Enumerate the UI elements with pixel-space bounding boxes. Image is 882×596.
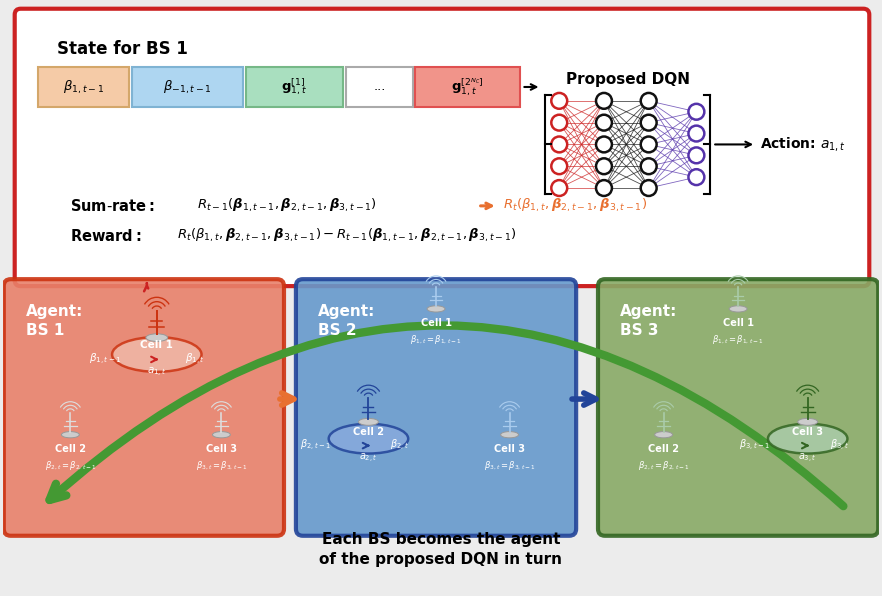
Text: Agent:
BS 3: Agent: BS 3 <box>620 304 677 337</box>
Ellipse shape <box>146 334 168 342</box>
Text: Cell 1: Cell 1 <box>140 340 173 350</box>
Circle shape <box>596 93 612 109</box>
Text: Action: $a_{1,t}$: Action: $a_{1,t}$ <box>760 135 846 153</box>
Text: $\mathbf{Sum\text{-}rate:}$: $\mathbf{Sum\text{-}rate:}$ <box>71 198 155 214</box>
FancyBboxPatch shape <box>132 67 243 107</box>
Ellipse shape <box>729 306 747 312</box>
Circle shape <box>596 159 612 174</box>
Circle shape <box>551 180 567 196</box>
Ellipse shape <box>329 424 408 454</box>
Circle shape <box>689 169 705 185</box>
Ellipse shape <box>797 418 818 426</box>
FancyBboxPatch shape <box>15 9 870 286</box>
Text: $R_{t-1}(\boldsymbol{\beta}_{1,t-1}, \boldsymbol{\beta}_{2,t-1}, \boldsymbol{\be: $R_{t-1}(\boldsymbol{\beta}_{1,t-1}, \bo… <box>197 197 377 215</box>
Text: Agent:
BS 2: Agent: BS 2 <box>318 304 375 337</box>
Circle shape <box>551 136 567 153</box>
Circle shape <box>689 147 705 163</box>
Circle shape <box>640 136 656 153</box>
Text: State for BS 1: State for BS 1 <box>57 41 188 58</box>
Text: $\beta_{1,t-1}$: $\beta_{1,t-1}$ <box>89 352 122 367</box>
Text: Proposed DQN: Proposed DQN <box>566 72 690 87</box>
FancyBboxPatch shape <box>346 67 413 107</box>
Circle shape <box>640 114 656 131</box>
Text: Cell 1: Cell 1 <box>722 318 753 328</box>
Text: $a_{1,t}$: $a_{1,t}$ <box>147 366 167 379</box>
Text: Each BS becomes the agent
of the proposed DQN in turn: Each BS becomes the agent of the propose… <box>319 532 563 567</box>
Text: $\beta_{3,t}$: $\beta_{3,t}$ <box>830 438 848 453</box>
Text: $\beta_{1,t}=\beta_{1,t-1}$: $\beta_{1,t}=\beta_{1,t-1}$ <box>410 333 462 346</box>
Ellipse shape <box>358 418 378 426</box>
FancyBboxPatch shape <box>296 279 576 536</box>
Circle shape <box>640 159 656 174</box>
Text: $\beta_{3,t}=\beta_{3,t-1}$: $\beta_{3,t}=\beta_{3,t-1}$ <box>196 459 247 472</box>
Text: $\beta_{2,t-1}$: $\beta_{2,t-1}$ <box>300 438 331 453</box>
Text: $\mathbf{g}_{1,t}^{[1]}$: $\mathbf{g}_{1,t}^{[1]}$ <box>281 76 308 98</box>
Ellipse shape <box>112 337 201 372</box>
Ellipse shape <box>62 432 79 438</box>
FancyBboxPatch shape <box>598 279 878 536</box>
FancyBboxPatch shape <box>415 67 519 107</box>
Text: $\beta_{1,t-1}$: $\beta_{1,t-1}$ <box>63 79 104 95</box>
Text: $\mathbf{Reward:}$: $\mathbf{Reward:}$ <box>71 228 142 244</box>
Circle shape <box>640 93 656 109</box>
Ellipse shape <box>654 432 673 438</box>
Text: $\beta_{2,t}=\beta_{2,t-1}$: $\beta_{2,t}=\beta_{2,t-1}$ <box>44 459 96 472</box>
Text: $\beta_{-1,t-1}$: $\beta_{-1,t-1}$ <box>163 79 212 95</box>
Text: $R_t(\boldsymbol{\beta_{1,t}}, \boldsymbol{\beta}_{2,t-1}, \boldsymbol{\beta}_{3: $R_t(\boldsymbol{\beta_{1,t}}, \boldsymb… <box>176 227 516 244</box>
Circle shape <box>596 180 612 196</box>
Text: $\beta_{3,t}=\beta_{3,t-1}$: $\beta_{3,t}=\beta_{3,t-1}$ <box>483 459 535 472</box>
Text: ...: ... <box>373 80 385 94</box>
Text: Cell 3: Cell 3 <box>792 427 823 437</box>
Ellipse shape <box>427 306 445 312</box>
FancyBboxPatch shape <box>38 67 129 107</box>
Ellipse shape <box>501 432 519 438</box>
Text: $\beta_{2,t}$: $\beta_{2,t}$ <box>391 438 409 453</box>
FancyArrowPatch shape <box>49 325 843 506</box>
Text: $R_t(\boldsymbol{\beta_{1,t}}, \boldsymbol{\beta}_{2,t-1}, \boldsymbol{\beta}_{3: $R_t(\boldsymbol{\beta_{1,t}}, \boldsymb… <box>503 197 647 215</box>
Ellipse shape <box>768 424 848 454</box>
Text: $\beta_{2,t}=\beta_{2,t-1}$: $\beta_{2,t}=\beta_{2,t-1}$ <box>638 459 690 472</box>
Text: Cell 2: Cell 2 <box>353 427 384 437</box>
Text: Cell 2: Cell 2 <box>648 443 679 454</box>
Text: $\beta_{3,t-1}$: $\beta_{3,t-1}$ <box>739 438 770 453</box>
Text: $a_{3,t}$: $a_{3,t}$ <box>798 452 817 465</box>
Circle shape <box>689 126 705 141</box>
Circle shape <box>596 114 612 131</box>
Circle shape <box>551 114 567 131</box>
Text: Cell 3: Cell 3 <box>206 443 237 454</box>
Circle shape <box>551 159 567 174</box>
Text: Cell 3: Cell 3 <box>494 443 525 454</box>
Ellipse shape <box>213 432 230 438</box>
FancyBboxPatch shape <box>246 67 342 107</box>
Text: $\beta_{1,t}$: $\beta_{1,t}$ <box>184 352 205 367</box>
FancyBboxPatch shape <box>4 279 284 536</box>
Circle shape <box>640 180 656 196</box>
Text: $\mathbf{g}_{1,t}^{[2^{N_C}]}$: $\mathbf{g}_{1,t}^{[2^{N_C}]}$ <box>451 76 483 98</box>
Text: Cell 1: Cell 1 <box>421 318 452 328</box>
Text: $a_{2,t}$: $a_{2,t}$ <box>359 452 377 465</box>
Text: $\beta_{1,t}=\beta_{1,t-1}$: $\beta_{1,t}=\beta_{1,t-1}$ <box>713 333 764 346</box>
Text: Cell 2: Cell 2 <box>55 443 86 454</box>
Circle shape <box>596 136 612 153</box>
Circle shape <box>689 104 705 120</box>
Text: Agent:
BS 1: Agent: BS 1 <box>26 304 83 337</box>
Circle shape <box>551 93 567 109</box>
